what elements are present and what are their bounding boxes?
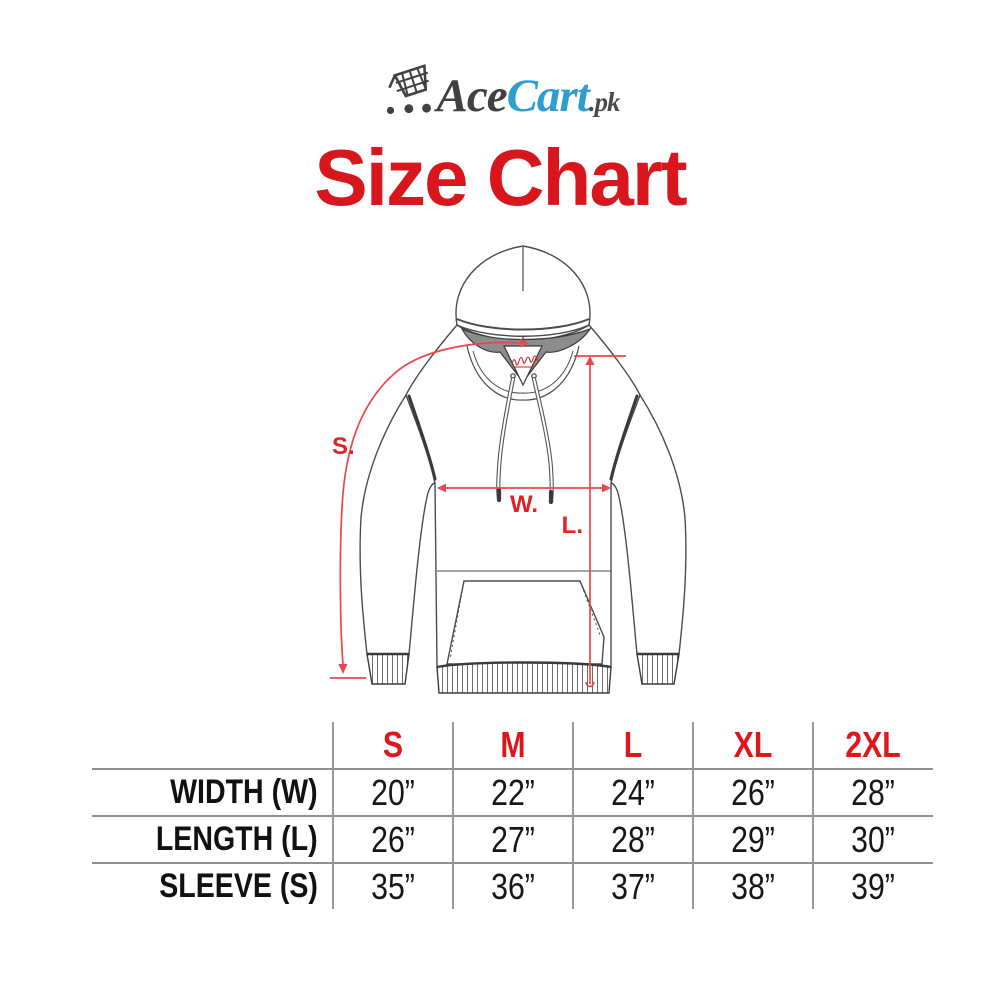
measurement-lines bbox=[330, 338, 626, 688]
hoodie-diagram: S. W. L. bbox=[330, 245, 687, 694]
cell-width-xl: 26” bbox=[692, 768, 813, 816]
cell-sleeve-l: 37” bbox=[572, 862, 693, 909]
size-table-header-row: S M L XL 2XL bbox=[92, 722, 933, 769]
cell-width-m: 22” bbox=[452, 768, 573, 816]
size-col-header-l: L bbox=[572, 722, 693, 769]
cell-length-m: 27” bbox=[452, 815, 573, 863]
brand-ace: Ace bbox=[436, 70, 507, 122]
cell-length-s: 26” bbox=[332, 815, 453, 863]
brand-cart: Cart bbox=[506, 70, 590, 122]
cell-sleeve-2xl: 39” bbox=[812, 862, 933, 909]
brand-wordmark: AceCart.pk bbox=[436, 70, 621, 122]
page-title: Size Chart bbox=[314, 133, 687, 222]
sleeve-measure-label: S. bbox=[332, 433, 355, 460]
cell-length-2xl: 30” bbox=[812, 815, 933, 863]
size-table: S M L XL 2XL WIDTH (W) 20” 22” 24” 26” 2… bbox=[92, 722, 933, 909]
brand-logo: AceCart.pk bbox=[0, 40, 1000, 120]
length-measure-label: L. bbox=[562, 512, 583, 539]
row-label-width: WIDTH (W) bbox=[92, 768, 333, 816]
ribbed-trims bbox=[366, 652, 680, 694]
row-label-length: LENGTH (L) bbox=[92, 815, 333, 863]
width-measure-label: W. bbox=[510, 491, 538, 518]
drawstrings bbox=[496, 376, 554, 505]
cell-width-s: 20” bbox=[332, 768, 453, 816]
size-col-header-s: S bbox=[332, 722, 453, 769]
size-col-header-m: M bbox=[452, 722, 573, 769]
cell-length-l: 28” bbox=[572, 815, 693, 863]
table-row-sleeve: SLEEVE (S) 35” 36” 37” 38” 39” bbox=[92, 862, 933, 909]
table-row-width: WIDTH (W) 20” 22” 24” 26” 28” bbox=[92, 768, 933, 816]
cell-sleeve-s: 35” bbox=[332, 862, 453, 909]
brand-tld: .pk bbox=[588, 87, 621, 117]
cell-sleeve-xl: 38” bbox=[692, 862, 813, 909]
table-row-length: LENGTH (L) 26” 27” 28” 29” 30” bbox=[92, 815, 933, 863]
cell-width-2xl: 28” bbox=[812, 768, 933, 816]
size-col-header-2xl: 2XL bbox=[812, 722, 933, 769]
size-col-header-xl: XL bbox=[692, 722, 813, 769]
size-table-corner-cell bbox=[92, 722, 333, 769]
cell-sleeve-m: 36” bbox=[452, 862, 573, 909]
neck-brand-signature-icon bbox=[511, 355, 541, 368]
row-label-sleeve: SLEEVE (S) bbox=[92, 862, 333, 909]
kangaroo-pocket bbox=[437, 570, 611, 665]
armhole-seams bbox=[407, 394, 639, 481]
cell-width-l: 24” bbox=[572, 768, 693, 816]
cell-length-xl: 29” bbox=[692, 815, 813, 863]
shopping-cart-icon bbox=[387, 64, 432, 115]
